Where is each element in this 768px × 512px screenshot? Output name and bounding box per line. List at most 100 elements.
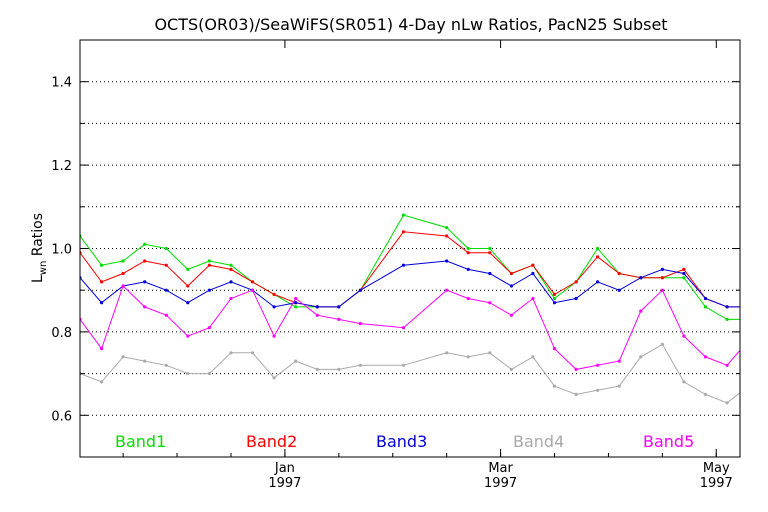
data-point-band4 (272, 376, 276, 380)
data-point-band4 (596, 388, 600, 392)
data-point-band4 (229, 351, 233, 355)
data-point-band3 (401, 263, 406, 267)
data-point-band1 (294, 305, 298, 309)
data-point-band4 (100, 380, 104, 384)
series-line-band3 (80, 260, 740, 308)
data-point-band2 (207, 263, 211, 267)
y-tick-label: 0.8 (51, 326, 72, 341)
data-point-band5 (121, 284, 125, 288)
data-point-band5 (488, 301, 492, 305)
data-point-band1 (401, 213, 406, 217)
data-point-band2 (186, 284, 190, 288)
data-point-band3 (358, 288, 362, 292)
series-line-band4 (80, 343, 740, 404)
data-point-band5 (164, 313, 168, 317)
data-point-band3 (164, 288, 168, 292)
data-point-band2 (100, 280, 104, 284)
legend-entry-band1: Band1 (115, 432, 166, 451)
data-point-band4 (207, 372, 211, 376)
data-point-band3 (617, 288, 621, 292)
data-point-band5 (186, 334, 190, 338)
data-point-band2 (229, 267, 233, 271)
data-point-band5 (682, 334, 686, 338)
data-point-band3 (143, 280, 147, 284)
data-point-band4 (121, 355, 125, 359)
data-point-band1 (725, 317, 729, 321)
x-tick-label-month: Mar (488, 461, 513, 476)
data-point-band2 (531, 263, 535, 267)
data-point-band3 (445, 259, 449, 263)
y-tick-label: 1.4 (51, 76, 72, 91)
data-point-band2 (143, 259, 147, 263)
data-point-band5 (272, 334, 276, 338)
data-point-band5 (401, 326, 406, 330)
data-point-band3 (315, 305, 319, 309)
data-point-band4 (660, 342, 665, 346)
data-point-band3 (682, 271, 686, 276)
data-point-band4 (617, 384, 621, 388)
data-point-band4 (186, 372, 190, 376)
data-point-band2 (488, 251, 492, 255)
x-tick-label-year: 1997 (484, 476, 517, 491)
data-point-band1 (229, 263, 233, 267)
series-points (80, 213, 729, 405)
data-point-band5 (100, 347, 104, 351)
data-point-band3 (186, 301, 190, 305)
data-point-band1 (100, 263, 104, 267)
x-tick-label-year: 1997 (268, 476, 301, 491)
data-point-band3 (574, 296, 578, 301)
y-tick-label: 1.2 (51, 159, 72, 174)
data-point-band5 (531, 296, 535, 301)
data-point-band4 (250, 351, 255, 355)
data-point-band4 (337, 367, 341, 371)
data-point-band1 (488, 246, 492, 251)
data-point-band5 (337, 317, 341, 321)
data-point-band5 (294, 296, 298, 301)
legend-entry-band4: Band4 (513, 432, 564, 451)
data-point-band2 (617, 271, 621, 276)
data-point-band1 (466, 246, 470, 251)
data-point-band4 (315, 367, 319, 371)
legend-entry-band5: Band5 (643, 432, 694, 451)
data-point-band5 (445, 288, 449, 292)
y-axis-label-main: L (30, 275, 46, 283)
data-point-band2 (552, 292, 557, 296)
data-point-band4 (531, 355, 535, 359)
data-point-band1 (703, 305, 708, 309)
data-point-band2 (445, 234, 449, 238)
data-point-band1 (682, 276, 686, 280)
data-point-band4 (725, 401, 729, 405)
data-point-band5 (552, 347, 557, 351)
x-tick-label-month: Jan (274, 461, 295, 476)
data-point-band3 (531, 271, 535, 276)
data-point-band2 (250, 280, 255, 284)
data-point-band2 (272, 292, 276, 296)
data-point-band4 (401, 363, 406, 367)
y-axis-label: Lwn Ratios (30, 213, 49, 283)
data-point-band3 (509, 284, 513, 288)
data-point-band1 (552, 296, 557, 301)
data-point-band2 (509, 271, 513, 276)
y-axis-label-subscript: wn (38, 261, 49, 276)
data-point-band4 (509, 367, 513, 371)
data-point-band5 (574, 367, 578, 371)
series-lines (80, 214, 740, 404)
y-tick-label: 0.6 (51, 409, 72, 424)
series-line-band2 (80, 231, 740, 308)
data-point-band5 (358, 322, 362, 326)
data-point-band4 (488, 351, 492, 355)
data-point-band1 (164, 246, 168, 251)
legend-entry-band2: Band2 (246, 432, 297, 451)
data-point-band5 (596, 363, 600, 367)
data-point-band4 (164, 363, 168, 367)
data-point-band3 (337, 305, 341, 309)
data-point-band4 (143, 359, 147, 363)
data-point-band3 (596, 280, 600, 284)
data-point-band4 (682, 380, 686, 384)
legend: Band1 Band2 Band3 Band4 Band5 (115, 432, 694, 451)
data-point-band3 (725, 305, 729, 309)
data-point-band4 (703, 392, 708, 396)
data-point-band4 (358, 363, 362, 367)
